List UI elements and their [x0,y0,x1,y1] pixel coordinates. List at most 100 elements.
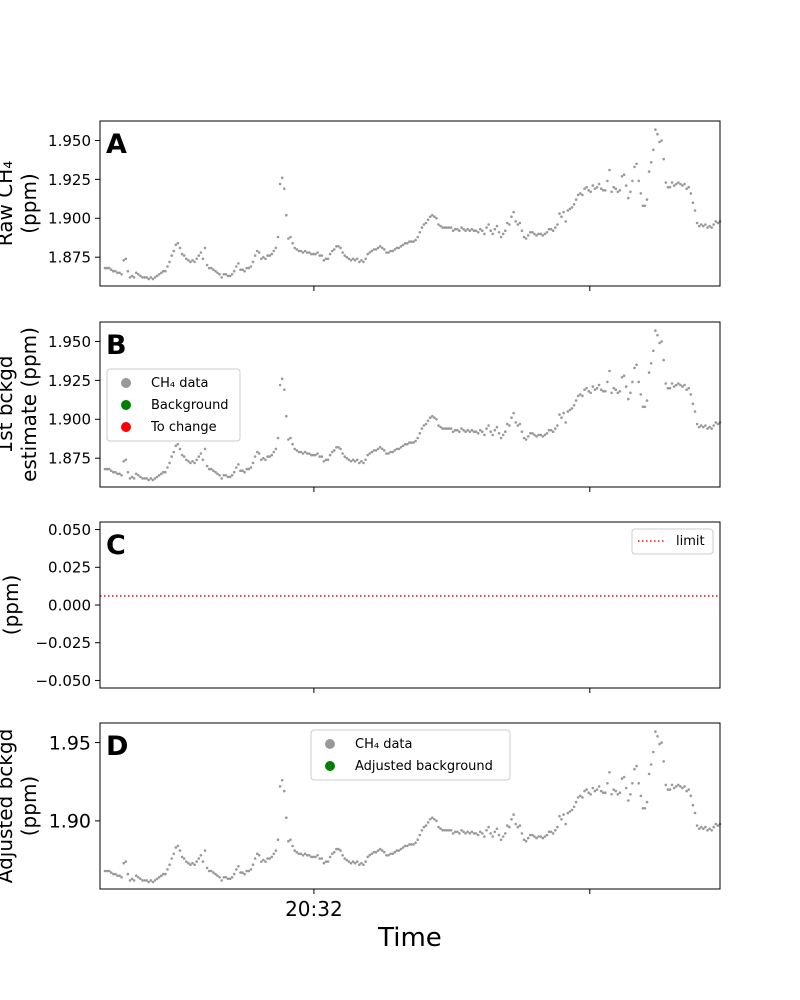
data-point [210,467,213,471]
data-point [224,876,228,879]
panel-letter: C [106,530,126,561]
data-point [474,229,478,232]
data-point [249,868,253,871]
data-point [435,217,438,220]
data-point [412,240,415,243]
data-point [416,235,420,239]
data-point [495,827,499,830]
data-point [293,849,297,852]
data-point [468,430,472,434]
data-point [426,821,430,824]
data-point [303,852,307,856]
data-point [566,811,570,815]
y-tick-label: 1.925 [48,171,91,189]
data-point [433,416,436,420]
data-point [116,271,119,275]
panel-letter: A [106,129,127,160]
data-point [112,872,115,876]
data-point [132,276,136,279]
data-point [704,424,707,427]
data-point [230,474,234,477]
legend-label: Adjusted background [355,759,493,774]
data-point [353,460,357,463]
data-point [568,810,572,813]
data-point [218,876,221,879]
data-point [445,427,449,430]
y-axis-label: (ppm) [0,575,23,635]
data-point [510,416,513,420]
data-point [551,832,555,835]
data-point [157,876,161,879]
data-point [280,377,284,381]
data-point [214,872,217,876]
data-point [664,181,668,184]
data-point [243,470,246,474]
data-point [547,428,551,432]
data-point [422,223,426,226]
panel-letter: B [106,330,127,361]
data-point [326,860,330,863]
data-point [418,432,422,435]
data-point [470,428,474,432]
data-point [597,182,601,186]
data-point [216,472,219,476]
data-point [476,432,480,435]
data-point [618,390,622,393]
y-tick-label: 1.950 [48,333,91,351]
legend-frame [310,729,511,781]
data-point [164,872,167,876]
data-point [364,860,367,863]
data-point [545,833,549,837]
data-point [203,447,207,451]
data-point [297,450,301,454]
data-point [180,453,184,457]
data-point [529,833,532,837]
data-point [606,782,609,785]
data-point [353,259,357,262]
data-point [558,413,561,416]
data-point [205,263,209,267]
data-point [652,349,655,353]
data-point [510,818,513,821]
data-point [587,791,590,794]
data-point [543,433,547,437]
data-point [207,266,211,270]
data-point [105,467,109,471]
data-point [422,424,426,427]
data-point [624,385,628,388]
data-point [453,227,457,231]
data-point [320,857,324,860]
data-point [376,447,380,451]
data-point [245,467,248,471]
data-point [289,235,292,239]
y-axis-label-line: (ppm) [17,776,41,836]
data-point [310,252,313,256]
data-point [230,273,234,276]
data-point [564,421,567,424]
data-point [637,782,640,785]
data-point [518,221,522,225]
data-point [683,383,686,387]
data-point [614,388,618,392]
data-point [687,386,690,390]
data-point [128,276,132,279]
data-point [687,788,690,791]
data-point [345,255,349,259]
data-point [460,226,463,229]
data-point [468,229,472,232]
data-point [285,414,288,418]
data-point [547,830,551,834]
data-point [643,807,647,810]
data-point [395,849,399,852]
data-point [182,857,186,860]
data-point [570,206,574,209]
data-point [322,861,326,865]
data-point [610,391,613,395]
data-point [493,428,497,432]
data-point [316,854,319,857]
data-point [478,428,482,432]
data-point [483,835,486,838]
data-point [474,832,478,835]
data-points [103,128,722,281]
data-point [451,430,455,434]
